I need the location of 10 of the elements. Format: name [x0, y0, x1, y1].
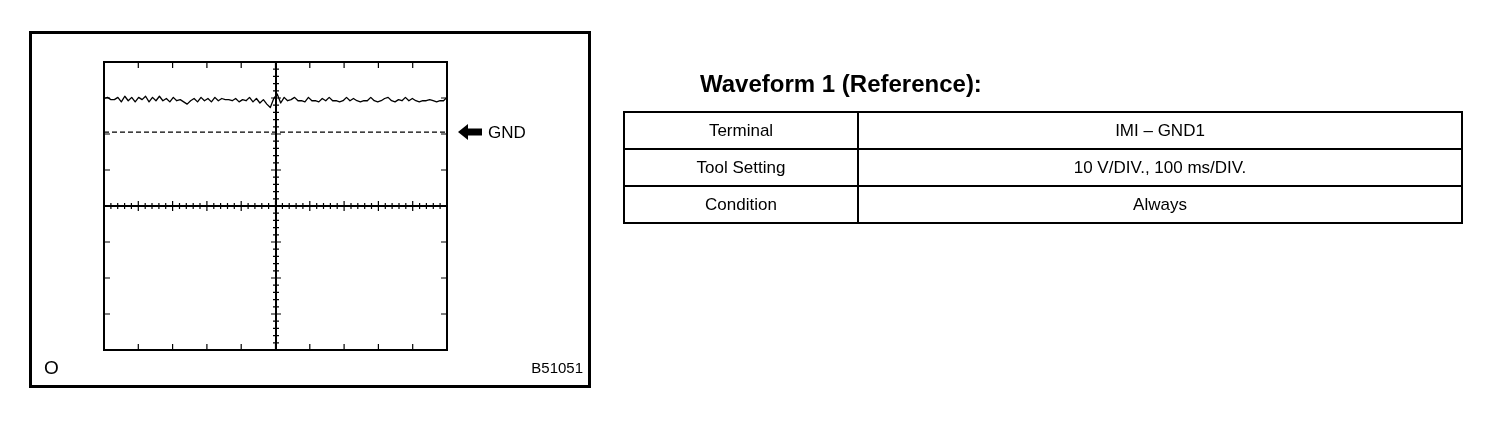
ref-line-label: GND: [488, 122, 526, 142]
text: 10 V/DIV., 100 ms/DIV.: [1073, 157, 1247, 177]
text: Condition: [705, 194, 777, 214]
text: O: [44, 357, 59, 379]
text: Always: [1133, 194, 1187, 214]
text: IMI – GND1: [1115, 120, 1205, 140]
text: B51051: [531, 359, 583, 377]
text: Terminal: [708, 120, 774, 140]
text: Waveform 1 (Reference):: [700, 70, 982, 98]
text: Tool Setting: [696, 157, 786, 177]
